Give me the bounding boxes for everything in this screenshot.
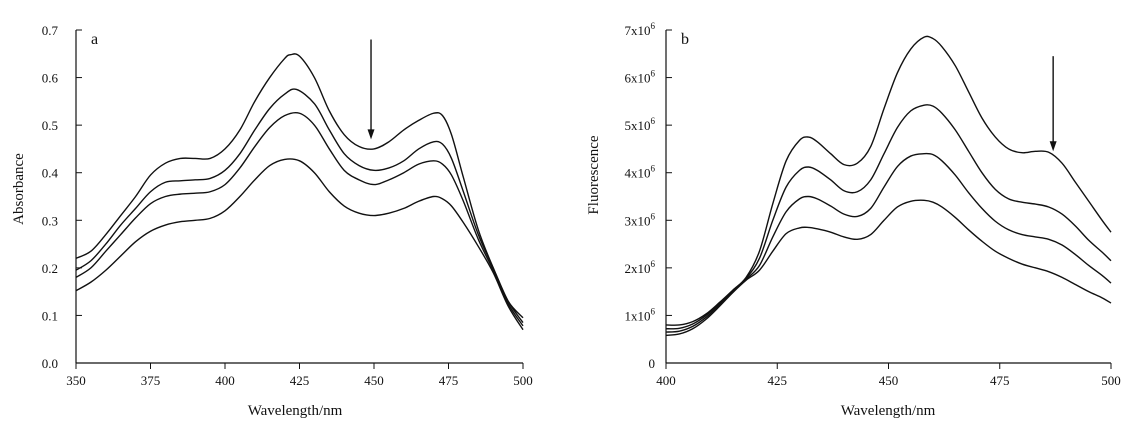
panel-a-letter: a — [91, 31, 98, 48]
panel-b-y-tick-label: 0 — [649, 356, 656, 371]
panel-b-x-ticks: 400 425 450 475 500 — [656, 363, 1121, 388]
panel-a-x-tick-label: 500 — [513, 373, 533, 388]
panel-b-x-axis-label: Wavelength/nm — [841, 403, 936, 419]
panel-a-series-line-4 — [75, 158, 524, 331]
panel-b-fluorescence-chart: 400 425 450 475 500 0 1x106 2x106 3x106 4x106 5x1… — [586, 21, 1121, 419]
panel-a-y-tick-label: 0.1 — [42, 308, 58, 323]
panel-b-y-tick-label: 3x106 — [625, 211, 656, 228]
panel-b-arrow — [1049, 56, 1057, 152]
panel-a-x-tick-label: 425 — [290, 373, 310, 388]
panel-b-y-tick-label: 6x106 — [625, 69, 656, 86]
panel-b-y-tick-label: 7x106 — [625, 21, 656, 38]
panel-a-x-axis-label: Wavelength/nm — [248, 403, 343, 419]
panel-b-y-tick-label: 5x106 — [625, 116, 656, 133]
panel-a-series-line-2 — [75, 88, 524, 323]
panel-a-y-tick-label: 0.5 — [42, 118, 58, 133]
panel-a-series-line-3 — [75, 111, 524, 327]
panel-b-series-line-4 — [665, 199, 1112, 337]
panel-a-y-tick-label: 0.6 — [42, 71, 59, 86]
panel-a-y-tick-label: 0.2 — [42, 261, 58, 276]
panel-a-x-tick-label: 475 — [439, 373, 459, 388]
panel-b-y-ticks: 0 1x106 2x106 3x106 4x106 5x106 6x106 7x106 — [625, 21, 672, 371]
panel-b-series-group — [665, 35, 1112, 337]
panel-b-axes — [665, 30, 1111, 364]
panel-a-absorbance-chart: 350 375 400 425 450 475 500 0.0 0.1 0.2 0.3 0.4 0.5… — [11, 23, 533, 419]
panel-b-x-tick-label: 400 — [656, 373, 676, 388]
panel-a-axes — [75, 30, 523, 364]
panel-a-series-line-1 — [75, 53, 524, 319]
panel-a-x-ticks: 350 375 400 425 450 475 500 — [66, 363, 533, 388]
panel-b-x-tick-label: 475 — [990, 373, 1010, 388]
panel-a-y-tick-label: 0.4 — [42, 166, 59, 181]
panel-a-arrow-head — [367, 129, 375, 140]
panel-a-x-tick-label: 400 — [215, 373, 235, 388]
panel-b-y-axis-label: Fluorescence — [586, 135, 602, 214]
panel-b-x-tick-label: 500 — [1101, 373, 1121, 388]
panel-a-x-tick-label: 350 — [66, 373, 86, 388]
panel-b-x-tick-label: 450 — [879, 373, 899, 388]
panel-b-arrow-head — [1049, 141, 1057, 152]
panel-a-y-tick-label: 0.0 — [42, 356, 58, 371]
panel-b-letter: b — [681, 31, 689, 48]
panel-a-x-tick-label: 450 — [364, 373, 384, 388]
panel-b-series-line-2 — [665, 104, 1112, 330]
panel-b-y-tick-label: 1x106 — [625, 306, 656, 323]
panel-a-x-tick-label: 375 — [141, 373, 161, 388]
panel-a-series-group — [75, 53, 524, 331]
panel-a-y-axis-label: Absorbance — [11, 153, 27, 225]
panel-a-y-tick-label: 0.3 — [42, 213, 58, 228]
panel-b-y-tick-label: 4x106 — [625, 164, 656, 181]
panel-a-y-ticks: 0.0 0.1 0.2 0.3 0.4 0.5 0.6 0.7 — [42, 23, 82, 371]
panel-b-y-tick-label: 2x106 — [625, 259, 656, 276]
panel-b-series-line-3 — [665, 152, 1112, 333]
panel-a-arrow — [367, 39, 375, 140]
panel-a-y-tick-label: 0.7 — [42, 23, 59, 38]
panel-b-x-tick-label: 425 — [768, 373, 788, 388]
